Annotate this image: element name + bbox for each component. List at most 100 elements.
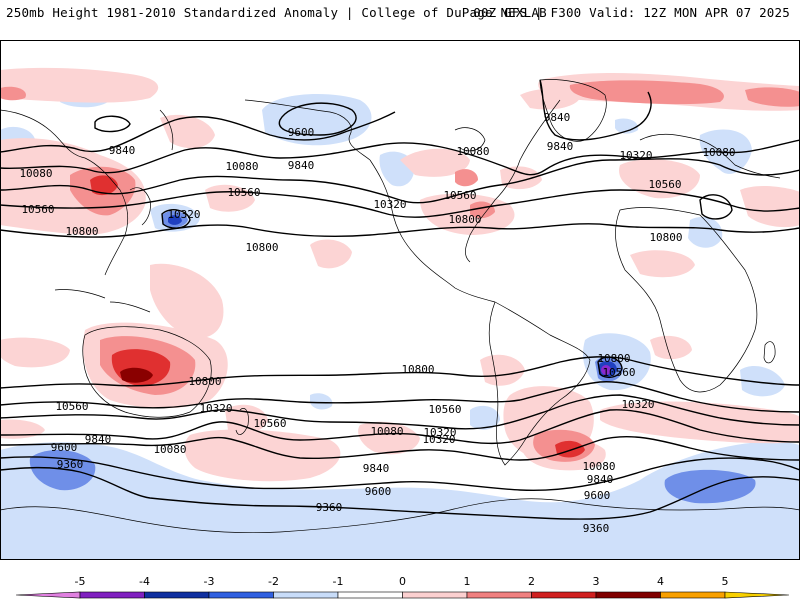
contour-10560-south xyxy=(0,381,800,413)
contour-label: 10320 xyxy=(621,398,654,411)
anomaly-neg-1 xyxy=(615,118,639,134)
color-scale-swatch xyxy=(531,591,597,599)
color-scale-swatch xyxy=(208,591,274,599)
color-scale-swatch xyxy=(595,591,661,599)
coastline-japan xyxy=(129,187,151,226)
contour-label: 10320 xyxy=(167,208,200,221)
anomaly-pos-4 xyxy=(120,367,153,383)
contour-label: 9840 xyxy=(587,473,614,486)
contour-label: 10560 xyxy=(443,189,476,202)
anomaly-pos-1 xyxy=(225,404,268,435)
anomaly-pos-1 xyxy=(0,67,159,103)
contour-9600-north-closed xyxy=(278,102,357,136)
height-contours xyxy=(0,79,800,520)
anomaly-pos-1 xyxy=(160,114,215,149)
anomaly-pos-1 xyxy=(480,354,525,386)
anomaly-pos-1 xyxy=(650,335,692,360)
contour-label: 10080 xyxy=(370,425,403,438)
contour-label: 10560 xyxy=(227,186,260,199)
contour-closed-low-sa xyxy=(597,356,623,379)
contour-label: 10560 xyxy=(253,417,286,430)
contour-9840-north xyxy=(0,111,396,153)
coastline-hudson-bay xyxy=(454,127,486,152)
color-scale-arrow-high xyxy=(724,591,790,599)
anomaly-pos-1 xyxy=(0,337,70,368)
contour-9600-south xyxy=(0,456,800,492)
contour-10800-north xyxy=(0,223,800,238)
contour-label: 10080 xyxy=(153,443,186,456)
contour-label: 10320 xyxy=(373,198,406,211)
anomaly-pos-2 xyxy=(569,80,724,105)
anomaly-pos-1 xyxy=(520,88,580,110)
anomaly-pos-1 xyxy=(358,421,420,455)
map-panel: 9600 9840 10080 10560 10800 10320 10080 … xyxy=(0,40,800,560)
color-scale-swatch xyxy=(79,591,145,599)
contour-label: 10320 xyxy=(423,426,456,439)
contour-label: 10080 xyxy=(456,145,489,158)
color-scale-tick-label: 2 xyxy=(528,575,535,588)
contour-label: 9840 xyxy=(544,111,571,124)
contour-label: 10560 xyxy=(428,403,461,416)
coastline-north-america-west xyxy=(369,159,496,303)
anomaly-neg-1 xyxy=(688,216,723,248)
anomaly-neg-1 xyxy=(470,405,500,430)
color-scale-tick-label: 0 xyxy=(399,575,406,588)
color-scale-svg: -5 -4 -3 -2 -1 0 1 2 3 4 5 xyxy=(15,575,790,599)
color-scale-swatch xyxy=(402,591,468,599)
contour-label: 10080 xyxy=(19,167,52,180)
contour-label: 10560 xyxy=(55,400,88,413)
color-scale-tick-label: -2 xyxy=(268,575,279,588)
contour-label: 9600 xyxy=(365,485,392,498)
coastline-indonesia xyxy=(54,289,151,313)
anomaly-pos-1 xyxy=(184,429,341,482)
contour-label: 9600 xyxy=(584,489,611,502)
anomaly-neg-1 xyxy=(740,365,785,397)
contour-9360-south xyxy=(0,466,800,520)
contour-label: 10320 xyxy=(619,149,652,162)
color-scale-swatch xyxy=(273,591,339,599)
contour-label: 9360 xyxy=(316,501,343,514)
anomaly-pos-2 xyxy=(470,201,495,219)
anomaly-pos-1 xyxy=(420,193,515,235)
contour-label: 10320 xyxy=(199,402,232,415)
contour-10320-south xyxy=(0,394,800,430)
coastline-antarctica xyxy=(0,498,800,534)
color-scale-ticks: -5 -4 -3 -2 -1 0 1 2 3 4 5 xyxy=(75,575,729,588)
contour-label: 10800 xyxy=(597,352,630,365)
anomaly-pos-1 xyxy=(310,239,352,269)
contour-label: 9840 xyxy=(85,433,112,446)
coastline-madagascar xyxy=(763,341,776,364)
coastline-australia xyxy=(82,326,212,418)
color-scale-swatch xyxy=(466,591,532,599)
contour-10080-north xyxy=(0,139,800,176)
contour-label: 10800 xyxy=(448,213,481,226)
color-scale-tick-label: -1 xyxy=(333,575,344,588)
anomaly-pos-1 xyxy=(400,148,470,177)
color-scale-tick-label: 4 xyxy=(657,575,664,588)
anomaly-pos-2 xyxy=(455,169,478,187)
color-scale-tick-label: 3 xyxy=(593,575,600,588)
anomaly-pos-2 xyxy=(745,87,800,107)
anomaly-pos-1 xyxy=(740,186,800,228)
contour-label: 9840 xyxy=(288,159,315,172)
contour-label: 9360 xyxy=(583,522,610,535)
contour-label: 10080 xyxy=(702,146,735,159)
contour-label: 10800 xyxy=(245,241,278,254)
anomaly-pos-1 xyxy=(600,401,800,444)
model-run-info: 00Z GFS | F300 Valid: 12Z MON APR 07 202… xyxy=(473,5,790,20)
anomaly-neg-3 xyxy=(168,215,182,225)
contour-10320-north xyxy=(0,158,800,204)
anomaly-pos-3 xyxy=(90,175,118,196)
contour-label: 9600 xyxy=(288,126,315,139)
color-scale-swatch xyxy=(660,591,726,599)
contour-label: 10800 xyxy=(649,231,682,244)
anomaly-pos-2 xyxy=(0,86,26,101)
contour-label: 10800 xyxy=(65,225,98,238)
contour-closed-europe xyxy=(699,194,733,220)
contour-labels: 9600 9840 10080 10560 10800 10320 10080 … xyxy=(19,111,735,535)
anomaly-neg-1 xyxy=(310,393,333,410)
color-scale-tick-label: 5 xyxy=(722,575,729,588)
coastline-new-zealand xyxy=(235,408,249,435)
color-scale-tick-label: -4 xyxy=(139,575,150,588)
color-scale-tick-label: -3 xyxy=(204,575,215,588)
